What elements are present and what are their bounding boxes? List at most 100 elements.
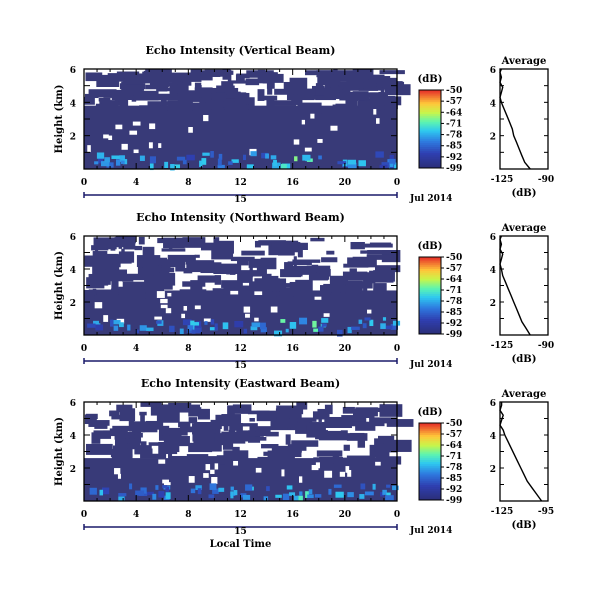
echo-patch (335, 103, 356, 116)
strong-echo-cell (386, 484, 391, 488)
colorbar-segment (419, 293, 441, 296)
echo-patch (164, 407, 187, 412)
echo-patch (323, 283, 346, 293)
colorbar-segment (419, 99, 441, 103)
strong-echo-cell (182, 159, 187, 165)
echo-patch (91, 245, 109, 251)
colorbar-segment (419, 297, 441, 300)
echo-patch (329, 275, 348, 286)
strong-echo-cell (201, 158, 207, 165)
missing-cell (158, 143, 162, 148)
strong-echo-cell (314, 494, 322, 498)
echo-patch (235, 74, 245, 82)
echo-patch (372, 419, 385, 427)
colorbar-segment (419, 115, 441, 118)
colorbar-segment (419, 121, 441, 124)
colorbar-segment (419, 164, 441, 167)
strong-echo-cell (242, 154, 247, 161)
echo-patch (93, 237, 117, 250)
echo-patch (319, 273, 329, 280)
strong-echo-cell (382, 317, 387, 321)
missing-cell (162, 479, 169, 484)
colorbar-segment (419, 274, 441, 277)
echo-patch (140, 414, 145, 427)
colorbar-segment (419, 453, 441, 457)
echo-patch (355, 424, 376, 431)
strong-echo-cell (375, 151, 384, 158)
strong-echo-cell (104, 157, 110, 163)
colorbar-segment (419, 498, 441, 501)
echo-patch (369, 270, 395, 282)
colorbar-segment (419, 424, 441, 428)
chart-title: Echo Intensity (Eastward Beam) (141, 377, 340, 390)
y-axis-label: Height (km) (54, 417, 65, 486)
profile-line (499, 402, 543, 502)
echo-patch (267, 450, 295, 461)
echo-patch (156, 93, 185, 101)
echo-patch (159, 427, 188, 436)
colorbar-tick-label: -57 (446, 430, 462, 440)
missing-cell (376, 118, 380, 124)
strong-echo-cell (118, 322, 124, 328)
colorbar-segment (419, 318, 441, 322)
colorbar-segment (419, 469, 441, 472)
colorbar-tick-label: -50 (446, 253, 462, 263)
echo-patch (115, 265, 120, 276)
echo-patch (118, 440, 128, 451)
echo-patch (142, 246, 155, 258)
x-tick-label: 0 (81, 178, 87, 188)
echo-patch (221, 280, 243, 288)
echo-patch (377, 435, 395, 441)
average-profile: Average 2 4 6 -125 -90(dB) (490, 223, 554, 365)
colorbar-segment (419, 140, 441, 144)
strong-echo-cell (321, 323, 327, 327)
echo-patch (292, 259, 321, 263)
colorbar-segment (419, 449, 441, 453)
colorbar-segment (419, 471, 441, 474)
colorbar-segment (419, 444, 441, 447)
colorbar-segment (419, 160, 441, 163)
echo-patch (114, 96, 123, 105)
echo-patch (339, 92, 365, 101)
echo-patch (375, 452, 387, 461)
echo-patch (367, 250, 396, 255)
echo-patch (346, 433, 368, 441)
missing-cell (210, 469, 215, 474)
echo-patch (149, 76, 170, 87)
strong-echo-cell (118, 493, 127, 497)
strong-echo-cell (250, 151, 257, 157)
echo-patch (357, 101, 374, 108)
colorbar-tick-label: -85 (446, 474, 462, 484)
x-tick-label: 16 (286, 178, 299, 188)
colorbar-segment (419, 496, 441, 499)
profile-x-axis-label: (dB) (512, 354, 537, 365)
echo-patch (271, 243, 299, 251)
echo-patch (234, 285, 250, 295)
profile-title: Average (501, 56, 547, 67)
colorbar-segment (419, 480, 441, 484)
echo-patch (315, 83, 324, 96)
colorbar-segment (419, 436, 441, 439)
colorbar-segment (419, 150, 441, 153)
profile-x-tick-label: -90 (538, 341, 554, 351)
echo-patch (118, 240, 122, 249)
strong-echo-cell (199, 160, 203, 167)
colorbar: (dB)-50-57-64-71 -78-85-92-99 (418, 74, 463, 174)
colorbar-segment (419, 459, 441, 462)
colorbar-tick-label: -57 (446, 97, 462, 107)
echo-patch (338, 82, 364, 89)
echo-patch (228, 70, 234, 75)
colorbar-segment (419, 257, 441, 260)
strong-echo-cell (214, 323, 218, 331)
colorbar-segment (419, 307, 441, 310)
colorbar-segment (419, 432, 441, 436)
strong-echo-cell (212, 488, 219, 494)
strong-echo-cell (209, 483, 217, 490)
echo-patch (260, 257, 277, 270)
echo-patch (329, 70, 354, 80)
colorbar-segment (419, 423, 441, 426)
missing-cell (367, 309, 372, 314)
strong-echo-cell (358, 160, 366, 167)
missing-cell (149, 123, 156, 130)
echo-patch (118, 251, 135, 263)
